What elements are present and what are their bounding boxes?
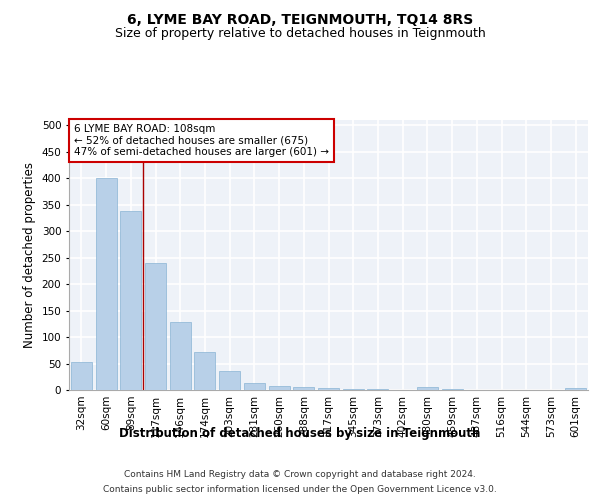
Text: Contains HM Land Registry data © Crown copyright and database right 2024.: Contains HM Land Registry data © Crown c… (124, 470, 476, 479)
Bar (145, 263, 166, 390)
Text: 6, LYME BAY ROAD, TEIGNMOUTH, TQ14 8RS: 6, LYME BAY ROAD, TEIGNMOUTH, TQ14 8RS (127, 12, 473, 26)
Bar (244, 382, 265, 390)
Text: Contains public sector information licensed under the Open Government Licence v3: Contains public sector information licen… (103, 485, 497, 494)
Bar (293, 388, 314, 390)
Bar (194, 352, 215, 390)
Bar (71, 362, 92, 390)
Bar (95, 178, 116, 390)
Bar (219, 372, 240, 390)
Bar (417, 388, 438, 390)
Bar (343, 389, 364, 390)
Text: Size of property relative to detached houses in Teignmouth: Size of property relative to detached ho… (115, 28, 485, 40)
Bar (170, 322, 191, 390)
Bar (565, 388, 586, 390)
Bar (318, 388, 339, 390)
Bar (442, 389, 463, 390)
Text: Distribution of detached houses by size in Teignmouth: Distribution of detached houses by size … (119, 428, 481, 440)
Bar (120, 211, 141, 390)
Text: 6 LYME BAY ROAD: 108sqm
← 52% of detached houses are smaller (675)
47% of semi-d: 6 LYME BAY ROAD: 108sqm ← 52% of detache… (74, 124, 329, 157)
Y-axis label: Number of detached properties: Number of detached properties (23, 162, 36, 348)
Bar (269, 386, 290, 390)
